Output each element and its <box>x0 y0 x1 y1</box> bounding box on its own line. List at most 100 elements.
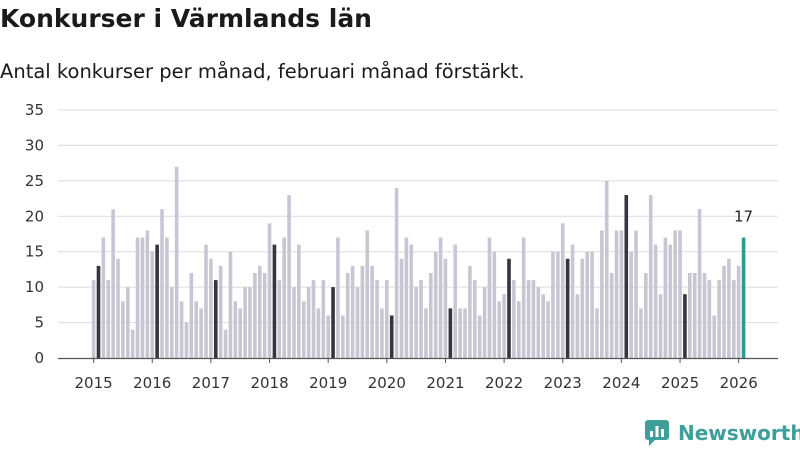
bar <box>135 237 140 358</box>
x-tick-label: 2020 <box>368 374 406 392</box>
bar <box>629 251 633 358</box>
bar <box>487 237 492 358</box>
bar <box>702 272 707 358</box>
bar <box>424 308 428 358</box>
bar <box>404 237 409 358</box>
bar <box>516 301 521 358</box>
bar <box>101 237 106 358</box>
bar <box>394 187 399 358</box>
bar <box>409 244 414 358</box>
bar <box>736 265 741 358</box>
bar <box>301 301 306 358</box>
bar <box>204 244 208 358</box>
bar <box>443 258 448 358</box>
x-tick-label: 2015 <box>75 374 113 392</box>
brand-name: Newsworthy <box>678 421 800 445</box>
bar <box>389 315 394 358</box>
bar <box>458 308 462 358</box>
bar <box>609 272 614 358</box>
bar <box>741 237 746 358</box>
bar <box>184 322 189 358</box>
bar <box>199 308 203 358</box>
bar <box>512 280 516 358</box>
bar <box>272 244 277 358</box>
bar <box>213 280 218 358</box>
bar <box>472 280 477 358</box>
bar <box>341 315 345 358</box>
bar <box>165 237 169 358</box>
bar <box>253 272 257 358</box>
bar <box>316 308 321 358</box>
bar <box>453 244 458 358</box>
bar <box>438 237 443 358</box>
y-tick-label: 10 <box>25 278 44 296</box>
bar <box>707 280 712 358</box>
bar <box>673 230 677 358</box>
bar <box>717 280 721 358</box>
bar <box>262 272 267 358</box>
bar <box>502 294 506 358</box>
bar <box>145 230 150 358</box>
bar <box>155 244 159 358</box>
bar <box>194 301 199 358</box>
bar <box>546 301 550 358</box>
y-tick-label: 25 <box>25 172 44 190</box>
bar <box>282 237 286 358</box>
bar <box>595 308 599 358</box>
newsworthy-logo-icon <box>645 420 669 446</box>
newsworthy-logo[interactable]: Newsworthy <box>645 419 800 447</box>
bar <box>732 280 736 358</box>
x-tick-label: 2017 <box>192 374 230 392</box>
y-tick-label: 35 <box>25 101 44 119</box>
bar <box>414 287 418 358</box>
chart-title: Konkurser i Värmlands län <box>0 4 372 33</box>
bar <box>560 223 565 358</box>
bar <box>287 195 291 358</box>
y-tick-label: 0 <box>34 349 44 367</box>
annotations: 17 <box>734 208 753 226</box>
bar <box>678 230 682 358</box>
bar <box>541 294 545 358</box>
bar <box>575 294 580 358</box>
bar <box>468 265 472 358</box>
x-axis: 2015 2016 2017 2018 2019 2020 2021 2022 2023 2024… <box>58 357 778 392</box>
bar <box>218 265 223 358</box>
bar <box>697 209 702 358</box>
bar <box>565 258 570 358</box>
bar <box>121 301 125 358</box>
bar <box>433 251 438 358</box>
bar <box>116 258 120 358</box>
y-axis-labels: 0 5 10 15 20 25 30 35 <box>25 101 44 367</box>
y-tick-label: 30 <box>25 136 44 154</box>
bar <box>590 251 594 358</box>
bar <box>345 272 350 358</box>
bar <box>604 180 609 358</box>
bar <box>169 287 174 358</box>
bar <box>91 280 96 358</box>
bar <box>722 265 726 358</box>
bar <box>399 258 404 358</box>
x-tick-label: 2021 <box>426 374 464 392</box>
bar <box>385 280 389 358</box>
bar <box>507 258 511 358</box>
bar <box>712 315 717 358</box>
bar <box>644 272 648 358</box>
bar <box>326 315 330 358</box>
bar <box>243 287 247 358</box>
y-tick-label: 20 <box>25 207 44 225</box>
bar <box>668 244 673 358</box>
x-tick-label: 2025 <box>661 374 699 392</box>
bar <box>380 308 384 358</box>
bar <box>370 265 374 358</box>
bar <box>648 195 653 358</box>
bar <box>463 308 467 358</box>
bar <box>570 244 575 358</box>
bar <box>639 308 643 358</box>
bar <box>624 195 629 358</box>
bar <box>634 230 638 358</box>
bar <box>580 258 585 358</box>
bar <box>336 237 340 358</box>
bar <box>663 237 668 358</box>
bar <box>111 209 115 358</box>
